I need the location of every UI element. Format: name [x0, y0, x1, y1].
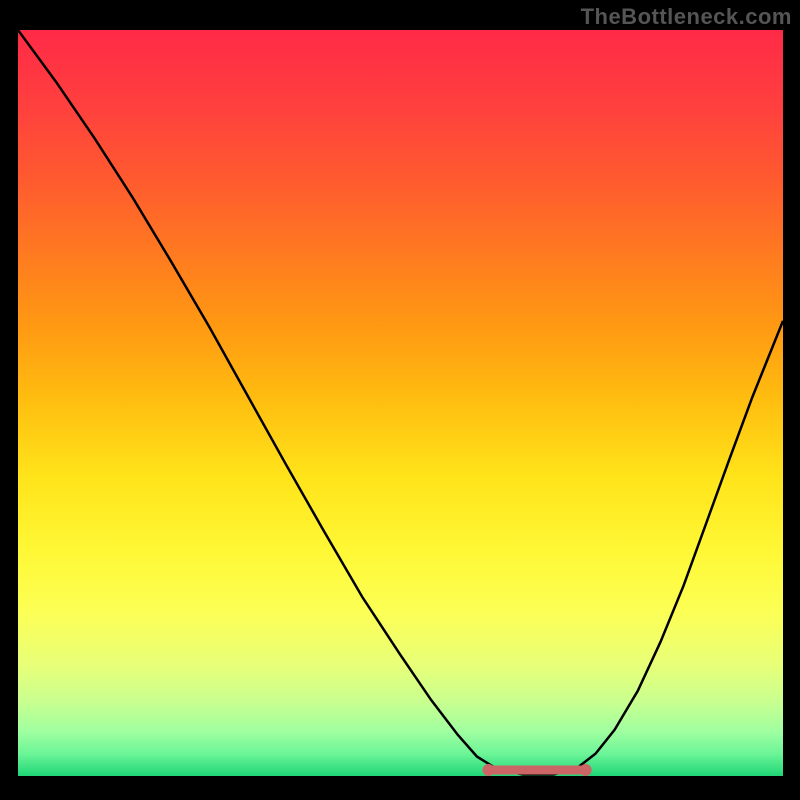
plot-area — [18, 30, 783, 776]
frame: TheBottleneck.com — [0, 0, 800, 800]
watermark-text: TheBottleneck.com — [581, 4, 792, 30]
optimal-range-marker — [482, 764, 591, 776]
gradient-background — [18, 30, 783, 776]
